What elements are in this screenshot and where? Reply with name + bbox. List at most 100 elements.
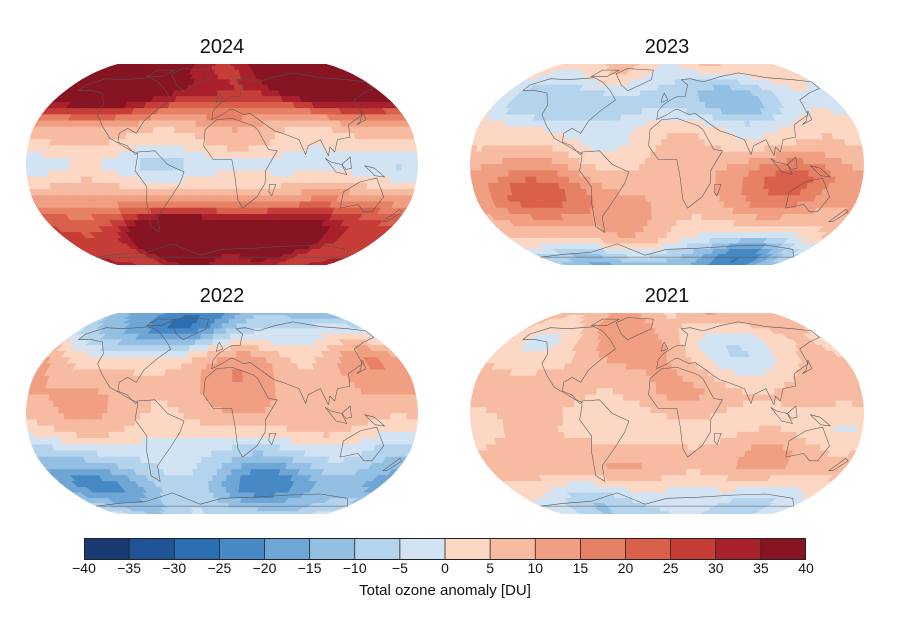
anomaly-cell <box>574 145 581 153</box>
anomaly-cell <box>602 189 609 197</box>
anomaly-cell <box>31 157 38 165</box>
anomaly-cell <box>803 164 810 172</box>
anomaly-cell <box>162 132 170 140</box>
anomaly-cell <box>237 182 244 190</box>
anomaly-cell <box>217 232 223 239</box>
anomaly-cell <box>231 102 237 109</box>
anomaly-cell <box>150 164 158 172</box>
anomaly-cell <box>677 182 684 190</box>
anomaly-cell <box>666 232 672 239</box>
anomaly-cell <box>596 139 603 147</box>
anomaly-cell <box>775 170 783 178</box>
anomaly-cell <box>628 157 635 165</box>
anomaly-cell <box>475 151 483 159</box>
anomaly-cell <box>167 170 174 178</box>
coastline <box>216 92 224 103</box>
anomaly-cell <box>281 157 288 165</box>
anomaly-cell <box>770 170 777 178</box>
anomaly-cell <box>200 201 207 209</box>
anomaly-cell <box>704 151 712 159</box>
anomaly-cell <box>486 170 494 178</box>
anomaly-cell <box>389 170 397 178</box>
anomaly-cell <box>129 170 136 178</box>
anomaly-cell <box>140 145 147 153</box>
anomaly-cell <box>85 151 93 159</box>
anomaly-cell <box>666 114 673 122</box>
anomaly-cell <box>540 151 548 159</box>
anomaly-cell <box>174 262 183 265</box>
anomaly-cell <box>765 157 772 165</box>
anomaly-cell <box>546 170 553 178</box>
anomaly-cell <box>285 182 293 190</box>
anomaly-cell <box>210 164 217 172</box>
anomaly-cell <box>248 151 255 159</box>
anomaly-cell <box>162 145 169 153</box>
anomaly-cell <box>183 164 190 172</box>
anomaly-cell <box>216 182 223 190</box>
anomaly-cell <box>612 151 619 159</box>
anomaly-cell <box>221 226 228 233</box>
anomaly-cell <box>726 151 733 159</box>
anomaly-cell <box>162 139 169 147</box>
anomaly-cell <box>212 262 217 265</box>
anomaly-cell <box>698 132 705 140</box>
anomaly-cell <box>693 189 700 197</box>
anomaly-cell <box>118 157 125 165</box>
anomaly-cell <box>470 157 477 165</box>
anomaly-cell <box>606 164 613 172</box>
anomaly-cell <box>658 248 664 255</box>
anomaly-cell <box>202 102 209 109</box>
anomaly-cell <box>74 151 82 159</box>
anomaly-cell <box>655 145 662 153</box>
anomaly-cell <box>199 145 207 153</box>
anomaly-cell <box>639 151 646 159</box>
anomaly-cell <box>628 170 635 178</box>
anomaly-cell <box>221 182 228 190</box>
anomaly-cell <box>662 243 668 250</box>
anomaly-cell <box>709 132 716 140</box>
anomaly-cell <box>651 213 658 221</box>
anomaly-cell <box>672 182 679 190</box>
anomaly-cell <box>286 151 294 159</box>
anomaly-cell <box>291 176 299 184</box>
anomaly-cell <box>802 151 810 159</box>
anomaly-cell <box>731 176 739 184</box>
anomaly-cell <box>688 157 695 165</box>
anomaly-cell <box>703 189 711 197</box>
anomaly-cell <box>814 157 821 165</box>
anomaly-cell <box>183 145 191 153</box>
anomaly-cell <box>644 151 652 159</box>
anomaly-cell <box>237 164 245 172</box>
anomaly-cell <box>194 151 201 159</box>
anomaly-cell <box>552 145 560 153</box>
anomaly-cell <box>145 170 152 178</box>
ozone-anomaly-map-2024 <box>26 64 418 265</box>
anomaly-cell <box>308 170 315 178</box>
anomaly-cell <box>854 139 863 147</box>
anomaly-cell <box>692 201 699 209</box>
coastlines <box>78 68 403 258</box>
anomaly-cell <box>652 226 659 233</box>
anomaly-cell <box>329 176 337 184</box>
anomaly-cell <box>216 176 223 184</box>
anomaly-cell <box>210 182 218 190</box>
anomaly-cell <box>551 170 559 178</box>
anomaly-cell <box>145 164 152 172</box>
anomaly-cell <box>830 170 837 178</box>
anomaly-cell <box>254 164 261 172</box>
anomaly-cell <box>497 170 504 178</box>
anomaly-cell <box>647 220 654 227</box>
anomaly-cell <box>491 157 498 165</box>
anomaly-cell <box>248 176 255 184</box>
anomaly-cell <box>573 164 580 172</box>
anomaly-cell <box>693 176 701 184</box>
anomaly-cell <box>275 139 282 147</box>
anomaly-cell <box>384 151 391 159</box>
anomaly-cell <box>179 195 186 203</box>
panel-title: 2024 <box>199 36 245 58</box>
anomaly-cell <box>178 176 185 184</box>
anomaly-cell <box>221 84 227 92</box>
anomaly-cell <box>183 182 191 190</box>
anomaly-cell <box>241 262 248 265</box>
anomaly-cell <box>178 139 185 147</box>
